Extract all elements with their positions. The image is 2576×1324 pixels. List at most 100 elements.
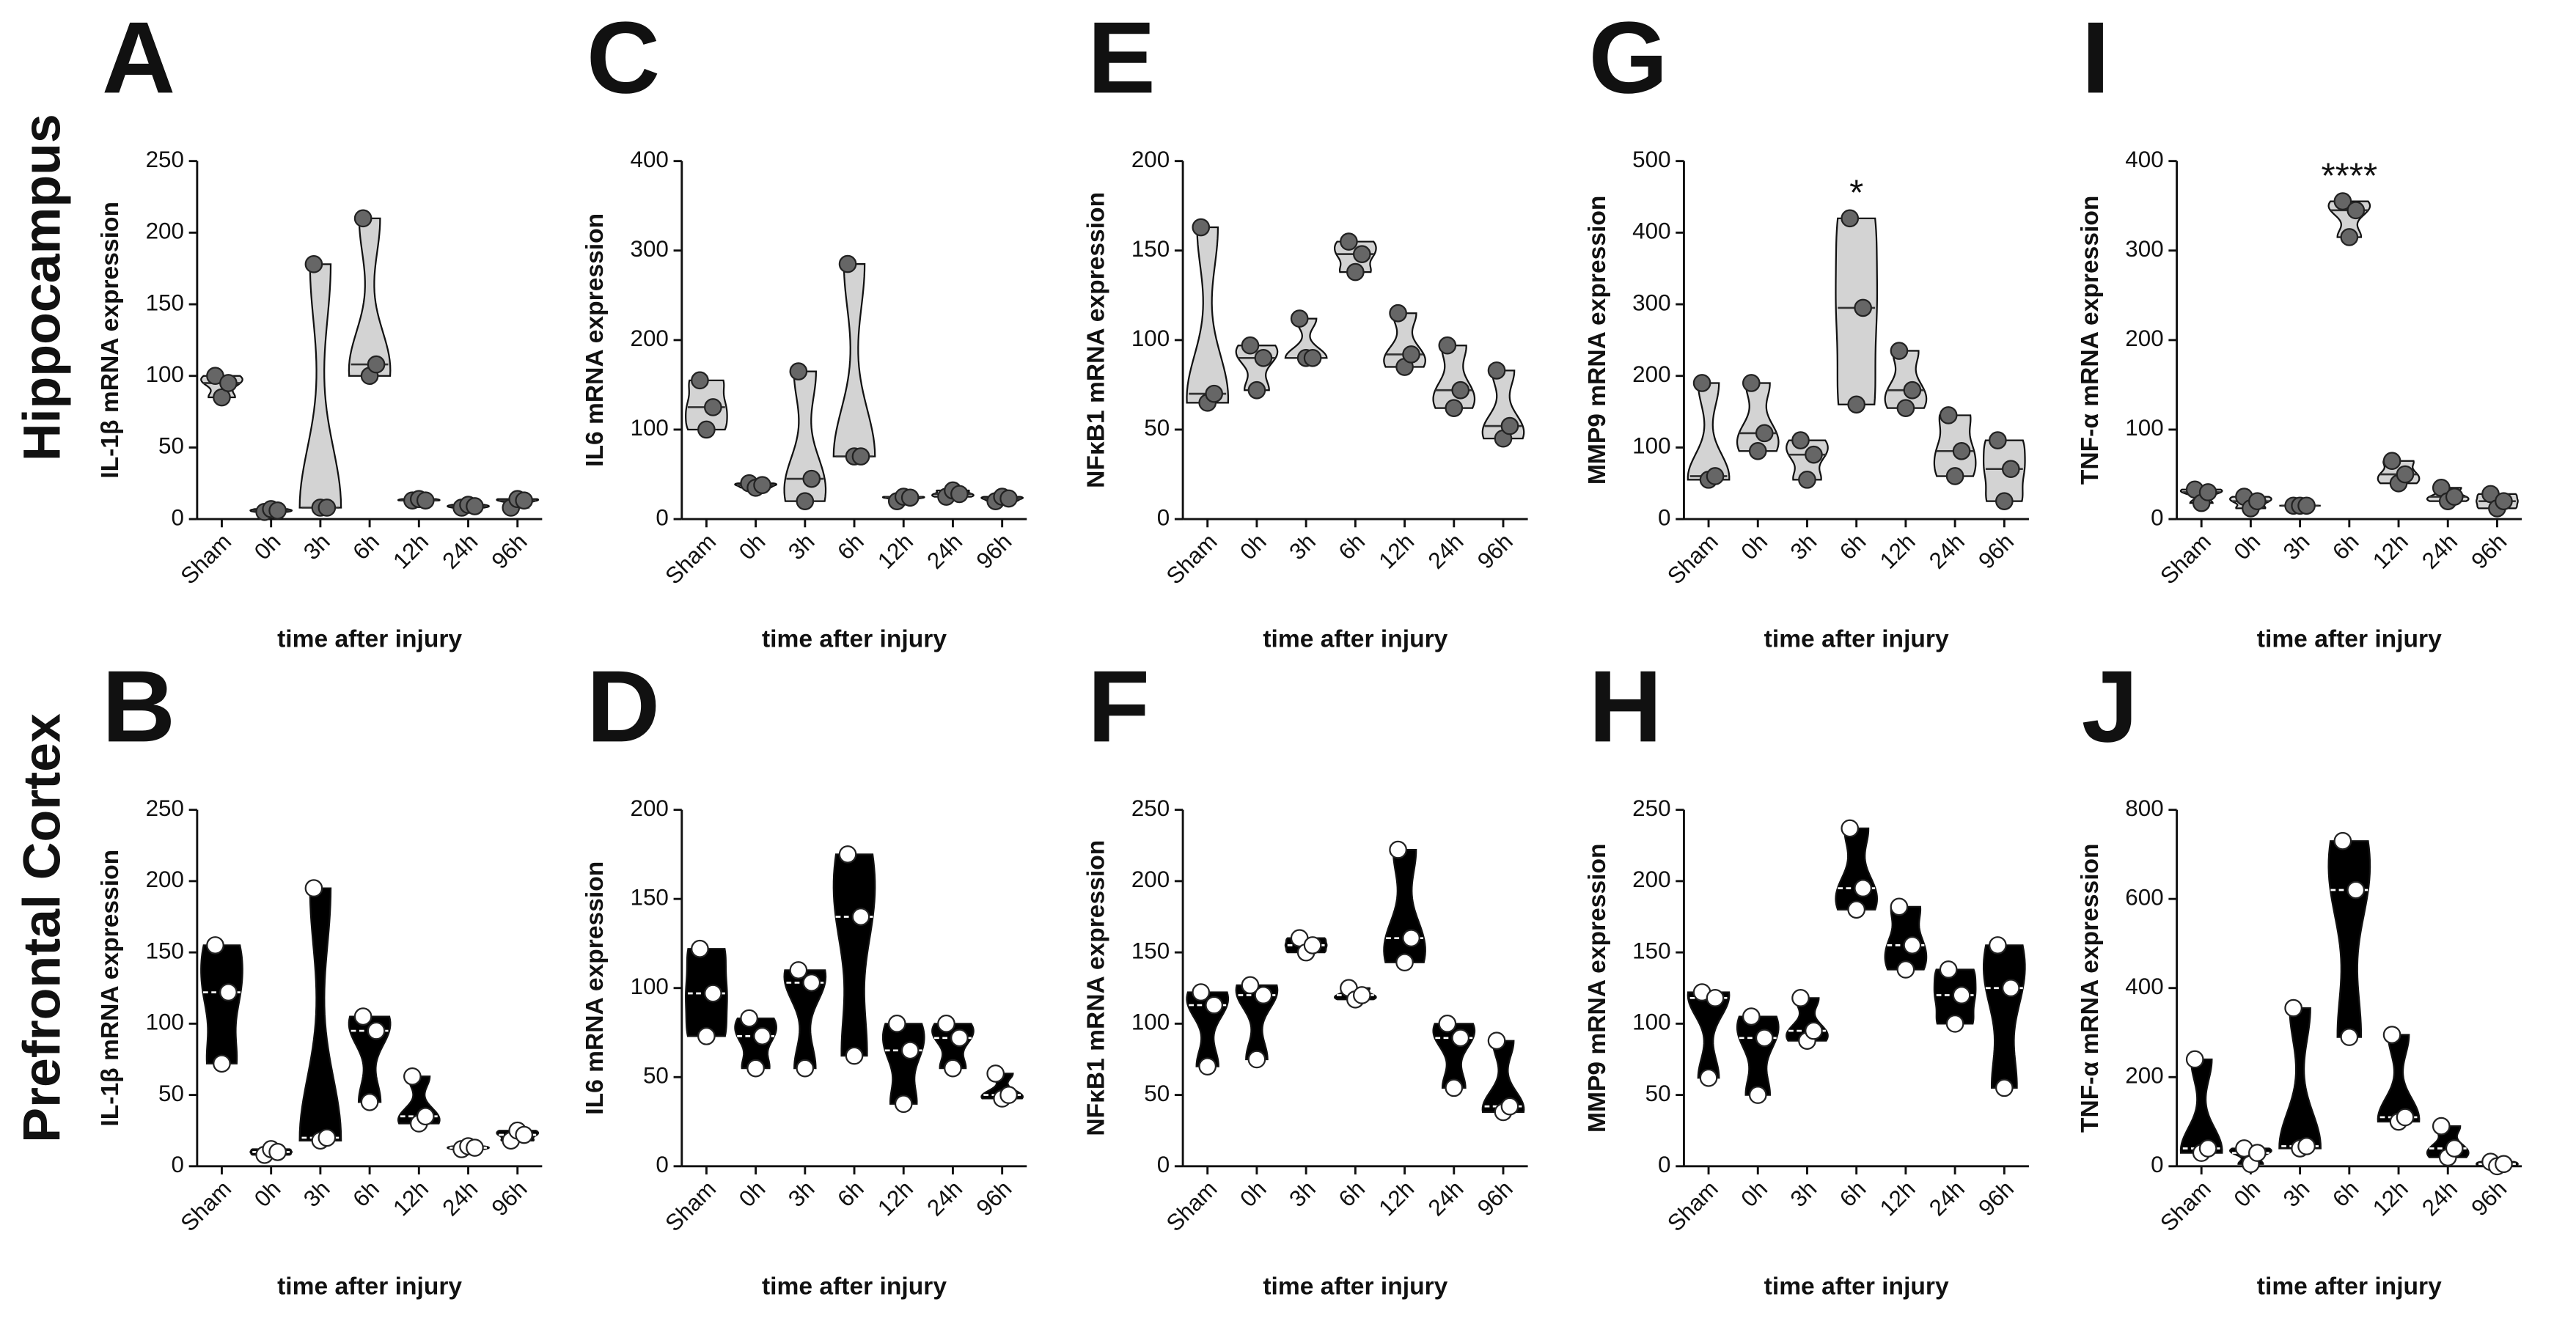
- data-point: [2198, 483, 2217, 501]
- data-point: [2185, 1050, 2204, 1069]
- x-tick-label: 12h: [1374, 1176, 1420, 1221]
- data-point: [1352, 245, 1371, 263]
- data-point: [740, 1009, 758, 1028]
- row-label: Prefrontal Cortex: [13, 713, 72, 1143]
- x-tick-label: 12h: [2368, 1176, 2413, 1221]
- data-point: [691, 939, 709, 958]
- data-point: [1389, 840, 1407, 859]
- data-point: [2248, 1144, 2267, 1162]
- x-tick-label: 3h: [1786, 529, 1821, 564]
- data-point: [403, 1067, 422, 1086]
- x-tick-label: 0h: [1736, 529, 1772, 564]
- x-tick-label: 12h: [873, 1176, 918, 1221]
- x-tick-label: 96h: [1472, 529, 1518, 574]
- y-tick-label: 100: [631, 974, 669, 999]
- x-tick-label: 96h: [2466, 1176, 2511, 1221]
- data-point: [2001, 979, 2020, 998]
- data-point: [2284, 998, 2302, 1018]
- x-tick-label: 96h: [972, 1176, 1017, 1221]
- x-tick-label: 24h: [1924, 529, 1970, 574]
- y-tick-label: 0: [171, 1152, 183, 1177]
- violin: [298, 887, 342, 1141]
- x-tick-label: 3h: [2278, 1176, 2314, 1212]
- x-tick-label: 6h: [1835, 1176, 1871, 1212]
- data-point: [1989, 936, 2007, 955]
- data-point: [1805, 1021, 1823, 1040]
- violin: [832, 262, 876, 457]
- y-tick-label: 250: [146, 147, 184, 172]
- data-point: [1500, 416, 1519, 435]
- y-tick-label: 0: [2151, 504, 2163, 530]
- x-tick-label: 3h: [298, 529, 334, 564]
- data-point: [900, 488, 920, 507]
- x-tick-label: 12h: [1374, 529, 1420, 574]
- data-point: [1402, 929, 1420, 947]
- violin: [348, 217, 392, 377]
- panel-letter: F: [1087, 650, 1150, 763]
- violin: [2327, 840, 2371, 1038]
- y-axis-label: MMP9 mRNA expression: [1584, 196, 1611, 485]
- x-tick-label: 6h: [1835, 529, 1871, 564]
- data-point: [1241, 336, 1260, 355]
- data-point: [2346, 880, 2366, 900]
- violin: [298, 263, 342, 509]
- y-tick-label: 150: [146, 938, 184, 963]
- data-point: [999, 489, 1018, 508]
- row-label: Hippocampus: [13, 114, 72, 461]
- data-point: [1395, 953, 1414, 972]
- data-point: [1939, 406, 1958, 424]
- data-point: [1952, 986, 1971, 1004]
- data-point: [887, 1015, 906, 1033]
- x-axis-label: time after injury: [1263, 1273, 1447, 1300]
- x-tick-label: 12h: [2368, 529, 2413, 574]
- data-point: [515, 491, 534, 510]
- data-point: [1791, 989, 1810, 1007]
- data-point: [1205, 384, 1224, 403]
- y-tick-label: 500: [1632, 147, 1670, 172]
- x-tick-label: 24h: [2417, 1176, 2462, 1221]
- y-tick-label: 100: [1632, 433, 1670, 459]
- y-tick-label: 400: [1632, 218, 1670, 244]
- data-point: [1945, 467, 1964, 485]
- y-tick-label: 100: [2125, 415, 2163, 441]
- y-tick-label: 800: [2125, 795, 2163, 821]
- data-point: [894, 1095, 913, 1114]
- x-tick-label: 3h: [1284, 529, 1320, 564]
- data-point: [1798, 471, 1816, 489]
- x-tick-label: 6h: [832, 529, 868, 564]
- data-point: [1847, 900, 1866, 919]
- data-point: [838, 254, 857, 273]
- y-tick-label: 200: [631, 326, 669, 351]
- x-tick-label: Sham: [1162, 529, 1222, 589]
- data-point: [1755, 424, 1774, 443]
- y-tick-label: 0: [1157, 504, 1170, 530]
- y-tick-label: 200: [2125, 1063, 2163, 1089]
- y-tick-label: 200: [1131, 867, 1170, 892]
- data-point: [697, 1027, 716, 1045]
- violin: [1235, 984, 1279, 1061]
- data-point: [999, 1086, 1018, 1104]
- data-point: [2445, 488, 2464, 506]
- data-point: [1952, 441, 1971, 460]
- data-point: [1995, 492, 2014, 510]
- data-point: [838, 845, 857, 864]
- data-point: [1699, 1068, 1718, 1087]
- data-point: [1706, 467, 1725, 485]
- data-point: [1352, 986, 1371, 1004]
- data-point: [1303, 348, 1322, 367]
- data-point: [1939, 960, 1958, 979]
- panel-letter: J: [2082, 650, 2138, 763]
- x-tick-label: 24h: [922, 1176, 967, 1221]
- data-point: [515, 1125, 534, 1144]
- x-tick-label: Sham: [176, 529, 237, 589]
- y-tick-label: 300: [1632, 290, 1670, 315]
- y-tick-label: 50: [158, 1081, 184, 1106]
- violin: [1982, 944, 2026, 1089]
- data-point: [1841, 209, 1860, 228]
- data-point: [2297, 1137, 2316, 1155]
- x-tick-label: 3h: [2278, 529, 2314, 564]
- y-tick-label: 250: [146, 795, 184, 821]
- data-point: [789, 961, 808, 979]
- data-point: [353, 1007, 373, 1026]
- y-axis-label: TNF-α mRNA expression: [2077, 843, 2104, 1133]
